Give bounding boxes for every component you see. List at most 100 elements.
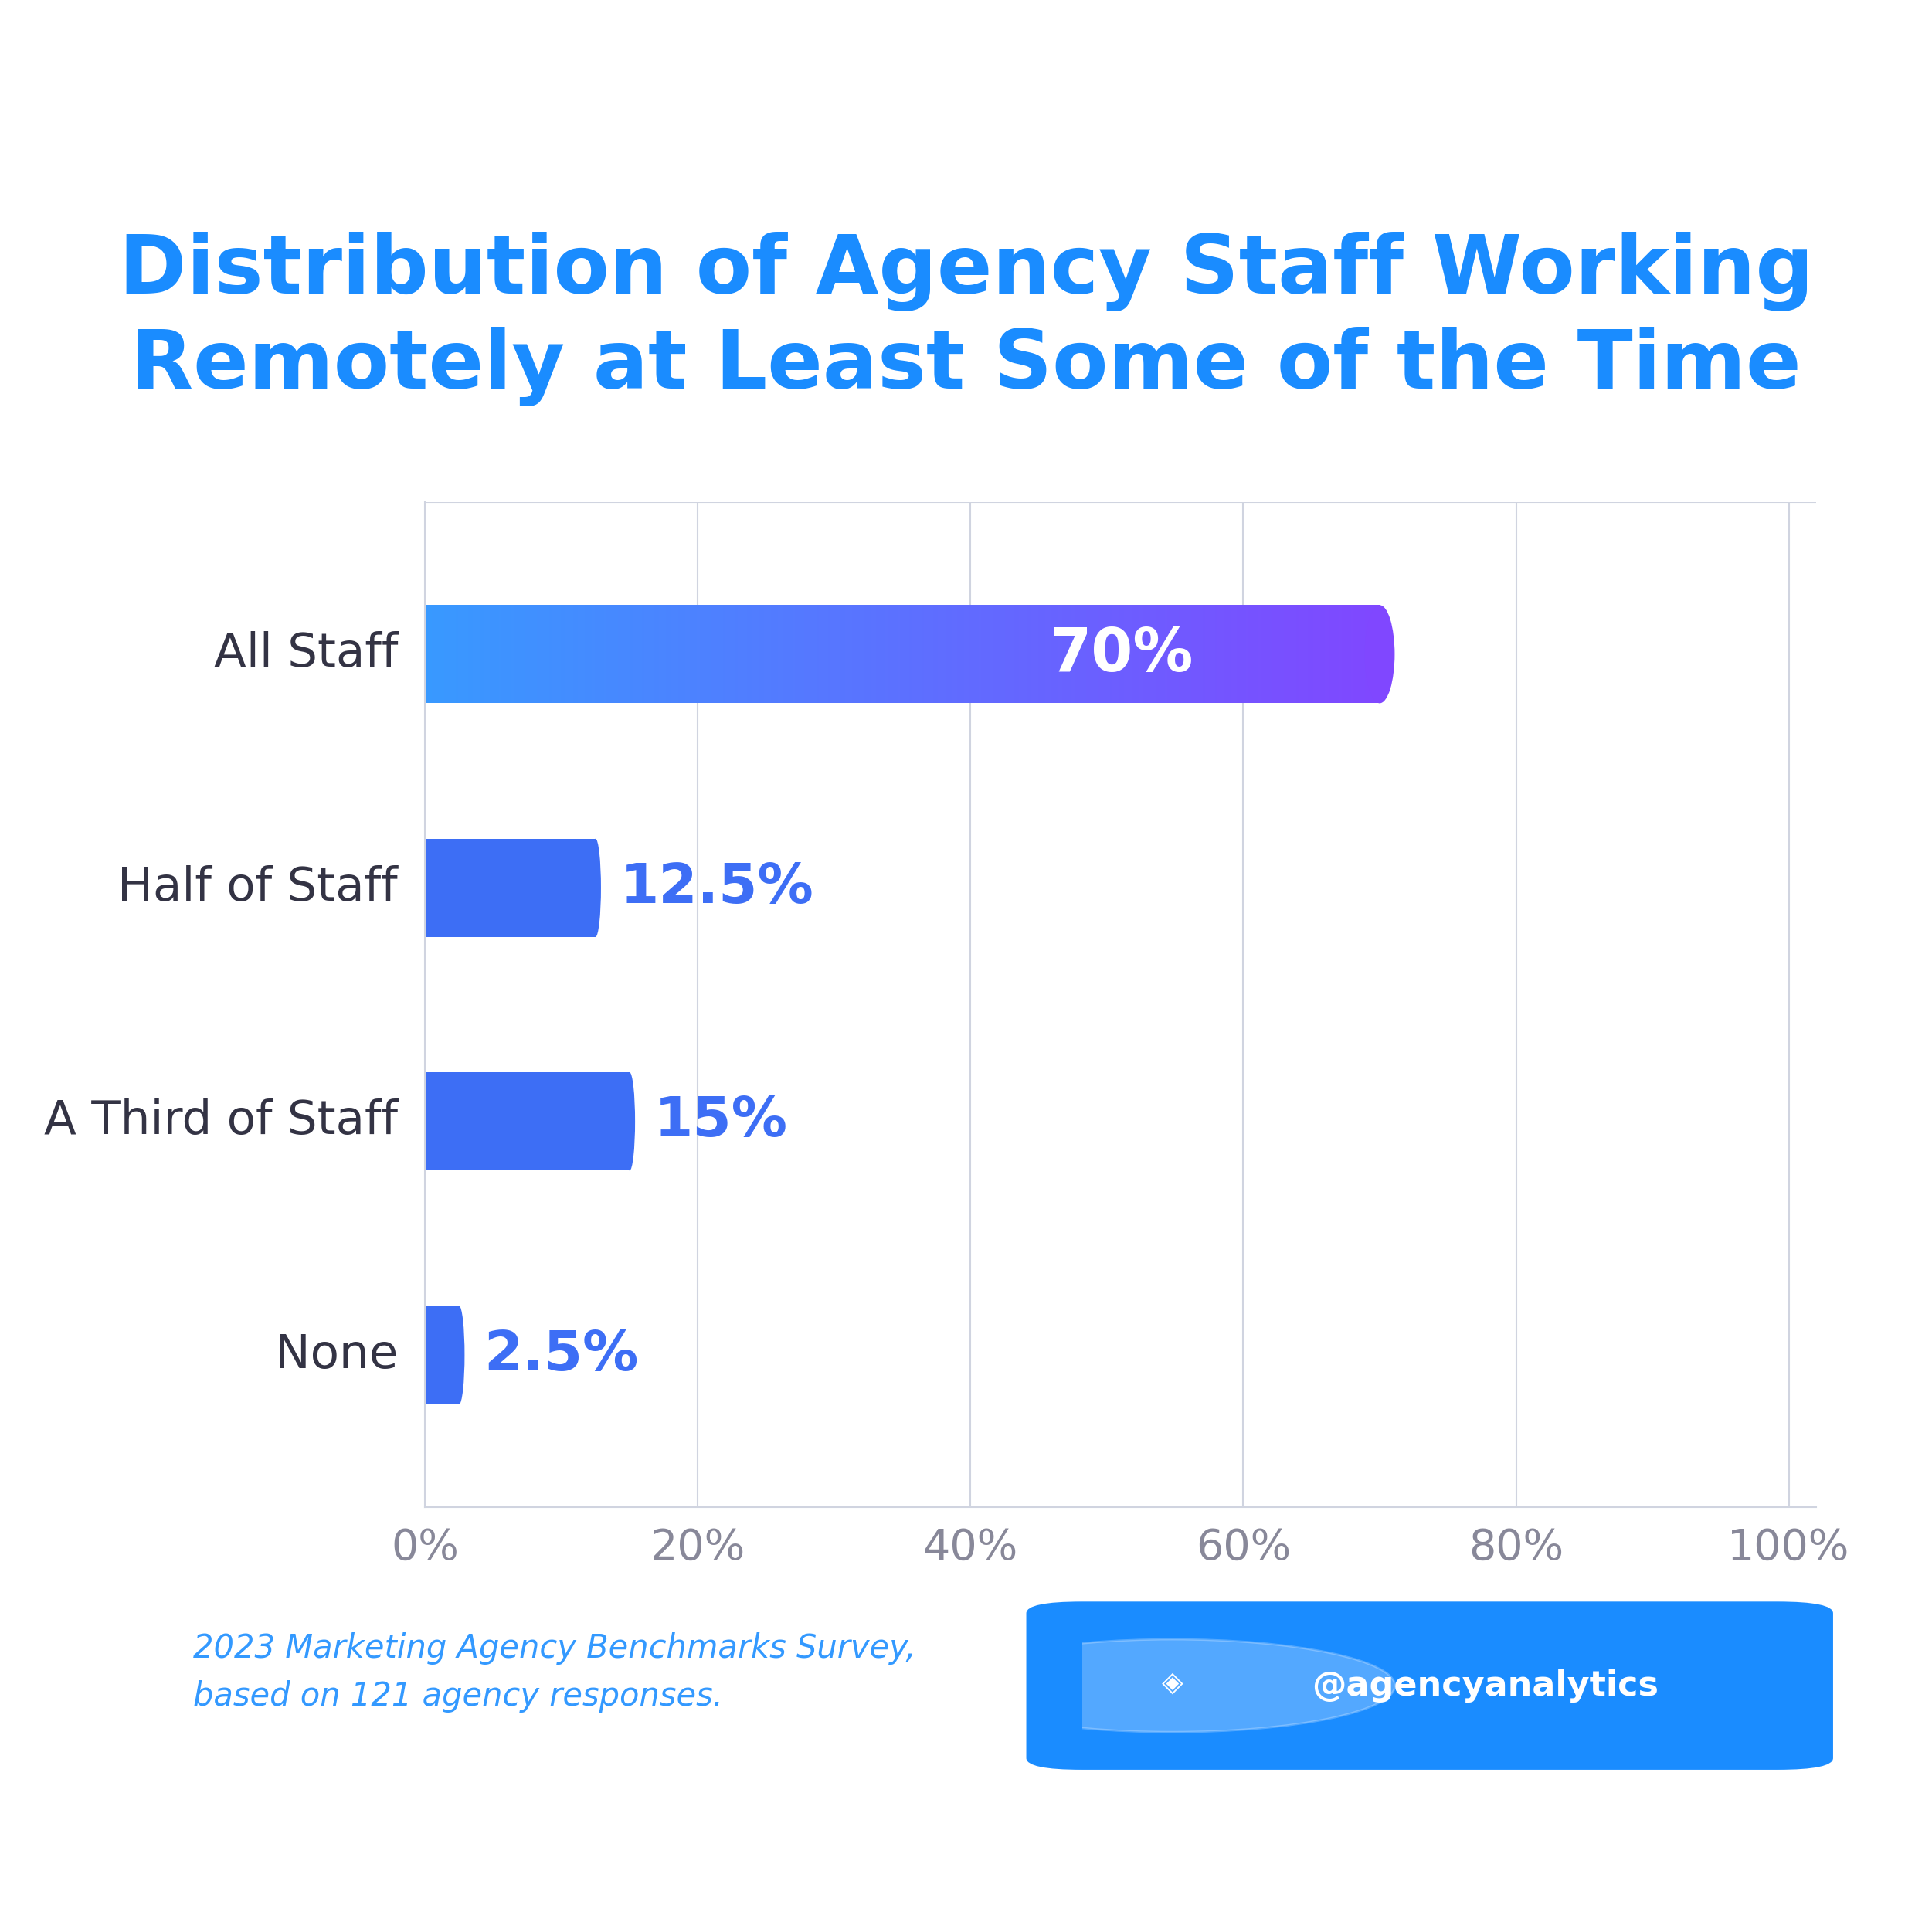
Bar bbox=[680, 605, 684, 703]
Text: All Staff: All Staff bbox=[214, 632, 398, 676]
Bar bbox=[767, 605, 769, 703]
Bar bbox=[448, 605, 452, 703]
Bar bbox=[1188, 605, 1192, 703]
Bar bbox=[609, 605, 611, 703]
Bar bbox=[458, 605, 462, 703]
Bar bbox=[510, 605, 514, 703]
Bar bbox=[1186, 605, 1188, 703]
Bar bbox=[543, 605, 545, 703]
Bar bbox=[792, 605, 796, 703]
Bar bbox=[1196, 605, 1198, 703]
Bar bbox=[446, 605, 448, 703]
Bar bbox=[972, 605, 974, 703]
Bar bbox=[1296, 605, 1298, 703]
Bar bbox=[916, 605, 920, 703]
Bar bbox=[1289, 605, 1293, 703]
Bar bbox=[1294, 605, 1296, 703]
Bar bbox=[1223, 605, 1225, 703]
Bar bbox=[794, 605, 798, 703]
Bar bbox=[707, 605, 709, 703]
Bar bbox=[1206, 605, 1208, 703]
Bar bbox=[1233, 605, 1235, 703]
Bar bbox=[898, 605, 900, 703]
Bar bbox=[1057, 605, 1061, 703]
Bar bbox=[1291, 605, 1294, 703]
Bar bbox=[520, 605, 524, 703]
Bar bbox=[549, 605, 553, 703]
Bar bbox=[495, 605, 497, 703]
Bar bbox=[902, 605, 904, 703]
Bar bbox=[889, 605, 891, 703]
Bar bbox=[651, 605, 655, 703]
Bar bbox=[597, 605, 599, 703]
Bar bbox=[506, 605, 508, 703]
Bar bbox=[883, 605, 887, 703]
Bar bbox=[468, 605, 471, 703]
Bar bbox=[748, 605, 750, 703]
Text: 70%: 70% bbox=[1049, 624, 1194, 684]
Text: Half of Staff: Half of Staff bbox=[118, 866, 398, 910]
Bar bbox=[1219, 605, 1223, 703]
Bar bbox=[1372, 605, 1376, 703]
Bar bbox=[1250, 605, 1254, 703]
Bar bbox=[556, 605, 558, 703]
Bar bbox=[753, 605, 757, 703]
Bar bbox=[757, 605, 759, 703]
Bar bbox=[875, 605, 879, 703]
Bar bbox=[1215, 605, 1217, 703]
Ellipse shape bbox=[589, 838, 601, 937]
Bar bbox=[954, 605, 958, 703]
Bar bbox=[682, 605, 686, 703]
Bar bbox=[802, 605, 806, 703]
Bar bbox=[699, 605, 701, 703]
Bar bbox=[989, 605, 991, 703]
Bar bbox=[537, 605, 539, 703]
Bar bbox=[1014, 605, 1016, 703]
Ellipse shape bbox=[1364, 605, 1395, 703]
Bar bbox=[1194, 605, 1196, 703]
Bar bbox=[1136, 605, 1138, 703]
Bar bbox=[630, 605, 634, 703]
Bar bbox=[1034, 605, 1036, 703]
Bar bbox=[1122, 605, 1124, 703]
Ellipse shape bbox=[624, 1072, 636, 1171]
Bar bbox=[912, 605, 914, 703]
Bar bbox=[1347, 605, 1349, 703]
Bar bbox=[601, 605, 605, 703]
Bar bbox=[1308, 605, 1310, 703]
Bar bbox=[736, 605, 738, 703]
Bar bbox=[777, 605, 779, 703]
Bar bbox=[1003, 605, 1005, 703]
Bar bbox=[1240, 605, 1244, 703]
Bar bbox=[1126, 605, 1130, 703]
Bar bbox=[1094, 605, 1095, 703]
Bar bbox=[568, 605, 570, 703]
Bar bbox=[1370, 605, 1374, 703]
FancyBboxPatch shape bbox=[1026, 1602, 1833, 1770]
Bar bbox=[475, 605, 477, 703]
Bar bbox=[607, 605, 609, 703]
Bar bbox=[871, 605, 873, 703]
Bar bbox=[949, 605, 951, 703]
Bar bbox=[429, 605, 433, 703]
Bar bbox=[1146, 605, 1148, 703]
Bar bbox=[869, 605, 871, 703]
Text: 2.5%: 2.5% bbox=[483, 1329, 638, 1381]
Bar bbox=[1022, 605, 1024, 703]
Bar bbox=[605, 605, 607, 703]
Bar bbox=[1260, 605, 1264, 703]
Bar bbox=[833, 605, 837, 703]
Bar bbox=[529, 605, 533, 703]
Bar bbox=[1184, 605, 1186, 703]
Bar bbox=[1051, 605, 1053, 703]
Bar bbox=[1254, 605, 1256, 703]
Bar bbox=[726, 605, 728, 703]
Bar bbox=[933, 605, 935, 703]
Bar bbox=[1012, 605, 1014, 703]
Bar bbox=[854, 605, 858, 703]
Bar bbox=[564, 605, 566, 703]
Bar bbox=[1148, 605, 1151, 703]
Bar bbox=[719, 605, 721, 703]
Bar bbox=[527, 605, 529, 703]
Bar bbox=[638, 605, 639, 703]
